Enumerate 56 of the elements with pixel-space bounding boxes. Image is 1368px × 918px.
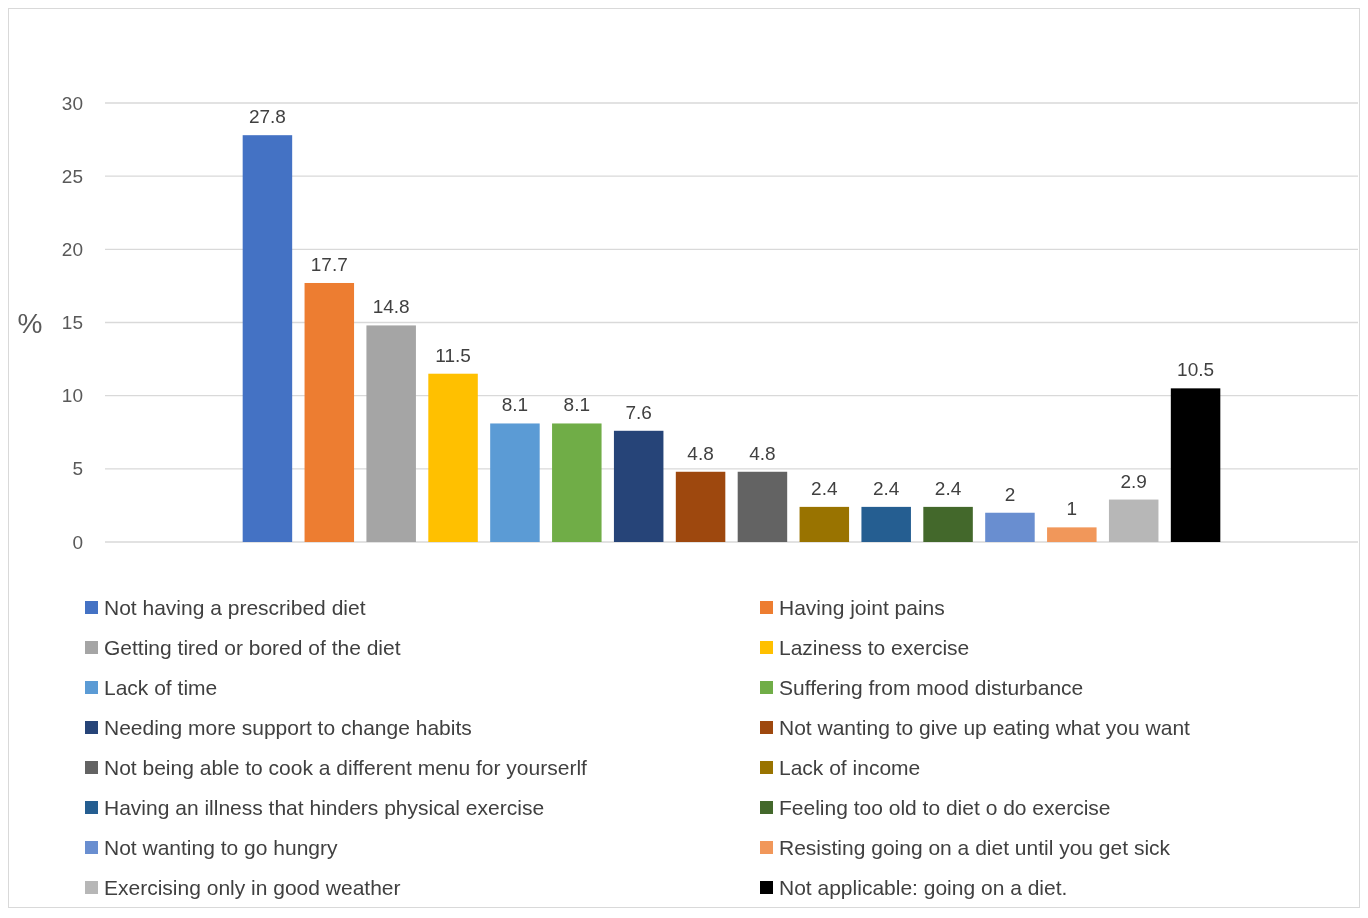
data-label: 2.4 — [934, 477, 962, 499]
bar — [923, 506, 973, 542]
data-label: 1 — [1066, 498, 1078, 520]
data-label: 17.7 — [310, 253, 348, 275]
bar — [1047, 527, 1097, 542]
bar — [613, 430, 664, 542]
data-label: 4.8 — [749, 442, 776, 464]
bar — [1170, 388, 1221, 542]
bar — [366, 325, 416, 542]
data-label: 10.5 — [1177, 359, 1215, 381]
legend-label: Resisting going on a diet until you get sick — [779, 836, 1171, 860]
legend-label: Suffering from mood disturbance — [779, 676, 1084, 700]
legend-label: Needing more support to change habits — [104, 716, 472, 740]
data-label: 11.5 — [435, 344, 471, 366]
legend-label: Not wanting to give up eating what you want — [779, 716, 1191, 740]
y-tick-label: 30 — [61, 92, 83, 114]
data-label: 2 — [1004, 483, 1016, 505]
data-label: 2.4 — [811, 477, 838, 499]
y-axis-title: % — [17, 307, 43, 339]
bar — [737, 471, 788, 542]
data-label: 7.6 — [625, 401, 652, 423]
data-label: 27.8 — [248, 106, 286, 128]
bar — [675, 471, 726, 542]
legend-label: Not applicable: going on a diet. — [779, 876, 1068, 900]
legend-label: Having an illness that hinders physical exercise — [104, 796, 545, 820]
bar — [799, 506, 850, 542]
data-label: 14.8 — [372, 296, 410, 318]
bar — [985, 512, 1035, 542]
legend-label: Feeling too old to diet o do exercise — [779, 796, 1111, 820]
legend-label: Not being able to cook a different menu for yourserlf — [104, 756, 588, 780]
data-label: 8.1 — [501, 394, 529, 416]
y-tick-label: 25 — [61, 165, 83, 187]
y-tick-label: 0 — [72, 531, 83, 553]
legend-label: Having joint pains — [779, 596, 945, 620]
data-label: 4.8 — [687, 442, 714, 464]
bar — [1108, 499, 1159, 542]
data-label: 2.9 — [1120, 470, 1147, 492]
legend-label: Not having a prescribed diet — [104, 596, 366, 620]
bar — [428, 373, 478, 542]
data-label: 2.4 — [872, 477, 900, 499]
y-tick-label: 15 — [61, 312, 83, 334]
y-tick-label: 5 — [72, 458, 83, 480]
legend-label: Getting tired or bored of the diet — [104, 636, 401, 660]
legend-label: Lack of income — [779, 756, 921, 780]
legend-label: Not wanting to go hungry — [104, 836, 338, 860]
legend-label: Exercising only in good weather — [104, 876, 401, 900]
bar — [552, 423, 602, 542]
legend-label: Laziness to exercise — [779, 636, 970, 660]
bar — [861, 506, 911, 542]
legend-label: Lack of time — [104, 676, 218, 700]
bar — [304, 282, 355, 542]
bar — [242, 135, 293, 542]
y-tick-label: 20 — [61, 238, 83, 260]
data-label: 8.1 — [563, 394, 591, 416]
bar — [490, 423, 540, 542]
y-tick-label: 10 — [61, 385, 83, 407]
